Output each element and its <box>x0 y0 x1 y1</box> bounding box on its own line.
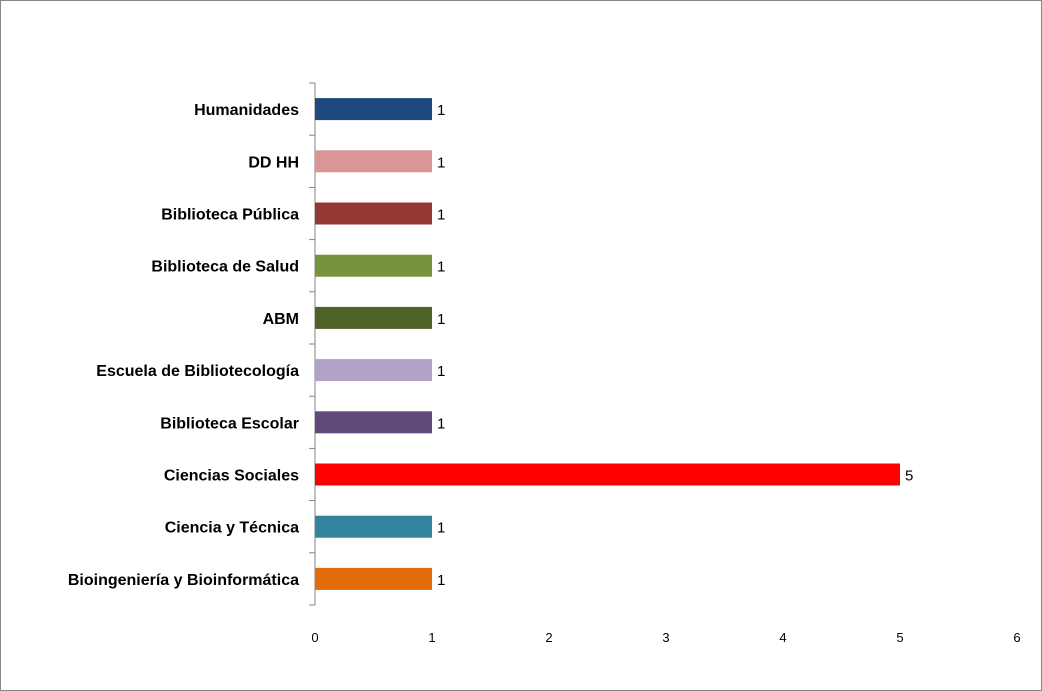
labels: 0 1 2 3 4 5 6 Bioingeniería y Bioinformática 1 Ci… <box>68 102 1021 645</box>
category-label: Biblioteca Pública <box>161 207 299 224</box>
x-tick-label: 2 <box>545 630 552 645</box>
category-label: ABM <box>263 311 299 328</box>
data-label: 1 <box>437 311 445 328</box>
x-tick-label: 4 <box>779 630 786 645</box>
bar <box>315 98 432 121</box>
bar <box>315 202 432 225</box>
category-label: DD HH <box>248 154 299 171</box>
category-label: Biblioteca de Salud <box>151 259 299 276</box>
data-label: 1 <box>437 520 445 537</box>
axes <box>309 82 316 606</box>
bar <box>315 359 432 382</box>
bar <box>315 515 432 538</box>
x-tick-label: 3 <box>662 630 669 645</box>
category-label: Humanidades <box>194 102 299 119</box>
bar <box>315 411 432 434</box>
bars <box>315 98 900 590</box>
category-label: Biblioteca Escolar <box>160 415 299 432</box>
x-tick-label: 0 <box>311 630 318 645</box>
x-tick-label: 6 <box>1013 630 1020 645</box>
category-label: Escuela de Bibliotecología <box>96 363 299 380</box>
data-label: 1 <box>437 572 445 589</box>
category-label: Bioingeniería y Bioinformática <box>68 572 299 589</box>
data-label: 1 <box>437 259 445 276</box>
bar <box>315 254 432 277</box>
x-tick-label: 1 <box>428 630 435 645</box>
x-tick-label: 5 <box>896 630 903 645</box>
data-label: 5 <box>905 468 913 485</box>
category-label: Ciencia y Técnica <box>165 520 299 537</box>
data-label: 1 <box>437 154 445 171</box>
bar <box>315 306 432 329</box>
data-label: 1 <box>437 102 445 119</box>
data-label: 1 <box>437 363 445 380</box>
data-label: 1 <box>437 415 445 432</box>
bar <box>315 567 432 590</box>
data-label: 1 <box>437 207 445 224</box>
bar <box>315 463 900 486</box>
category-label: Ciencias Sociales <box>164 468 299 485</box>
bar <box>315 150 432 173</box>
